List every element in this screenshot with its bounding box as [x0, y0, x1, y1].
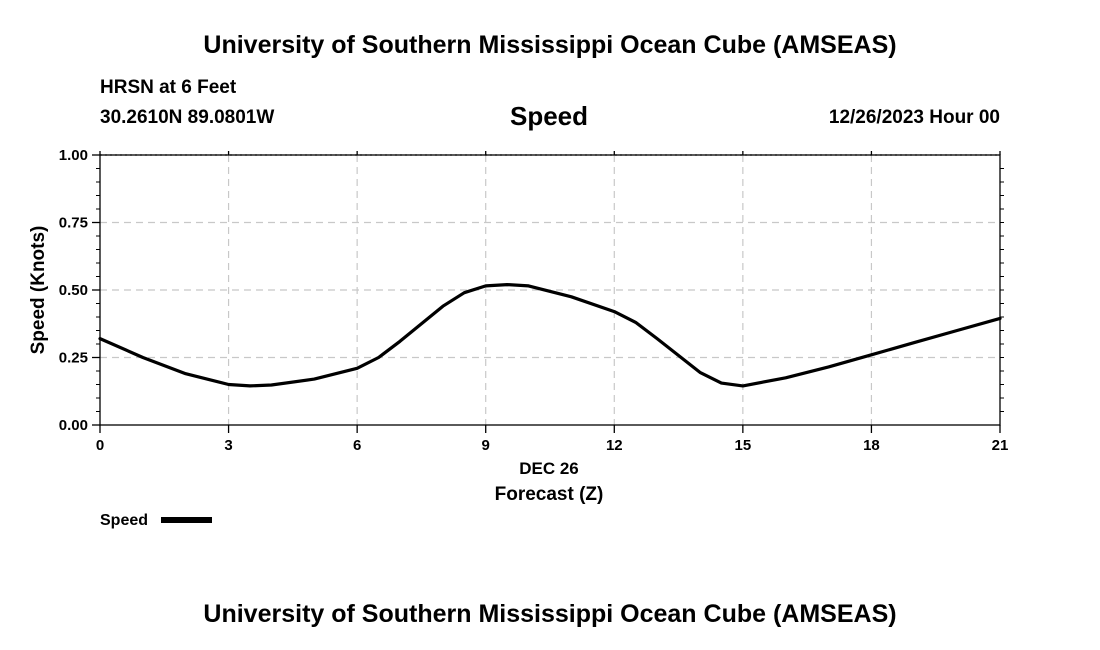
y-tick-label: 0.50 — [59, 282, 88, 299]
y-tick-label: 0.25 — [59, 350, 88, 367]
x-tick-label: 15 — [735, 437, 752, 454]
x-tick-label: 3 — [224, 437, 232, 454]
x-axis-date-label: DEC 26 — [519, 459, 579, 478]
legend-swatch — [161, 517, 212, 523]
y-tick-label: 0.75 — [59, 215, 88, 232]
legend-label: Speed — [100, 512, 148, 529]
station-coordinates: 30.2610N 89.0801W — [100, 107, 275, 128]
x-tick-label: 6 — [353, 437, 361, 454]
axis-ticks: 0 3 6 9 12 15 18 21 0.00 0.25 0.50 0.75 1.00 — [59, 147, 1009, 454]
speed-series-line — [98, 283, 1002, 388]
y-axis-title: Speed (Knots) — [28, 226, 49, 355]
y-tick-label: 1.00 — [59, 147, 88, 164]
x-tick-label: 12 — [606, 437, 623, 454]
footer-title: University of Southern Mississippi Ocean… — [203, 600, 897, 628]
y-tick-label: 0.00 — [59, 417, 88, 434]
x-tick-label: 18 — [863, 437, 880, 454]
x-axis-title: Forecast (Z) — [495, 484, 604, 505]
chart-title: Speed — [510, 101, 588, 131]
station-label: HRSN at 6 Feet — [100, 77, 237, 98]
forecast-datetime: 12/26/2023 Hour 00 — [828, 107, 1000, 128]
x-tick-label: 0 — [96, 437, 104, 454]
x-tick-label: 9 — [482, 437, 490, 454]
page-title: University of Southern Mississippi Ocean… — [203, 31, 897, 59]
x-tick-label: 21 — [992, 437, 1009, 454]
